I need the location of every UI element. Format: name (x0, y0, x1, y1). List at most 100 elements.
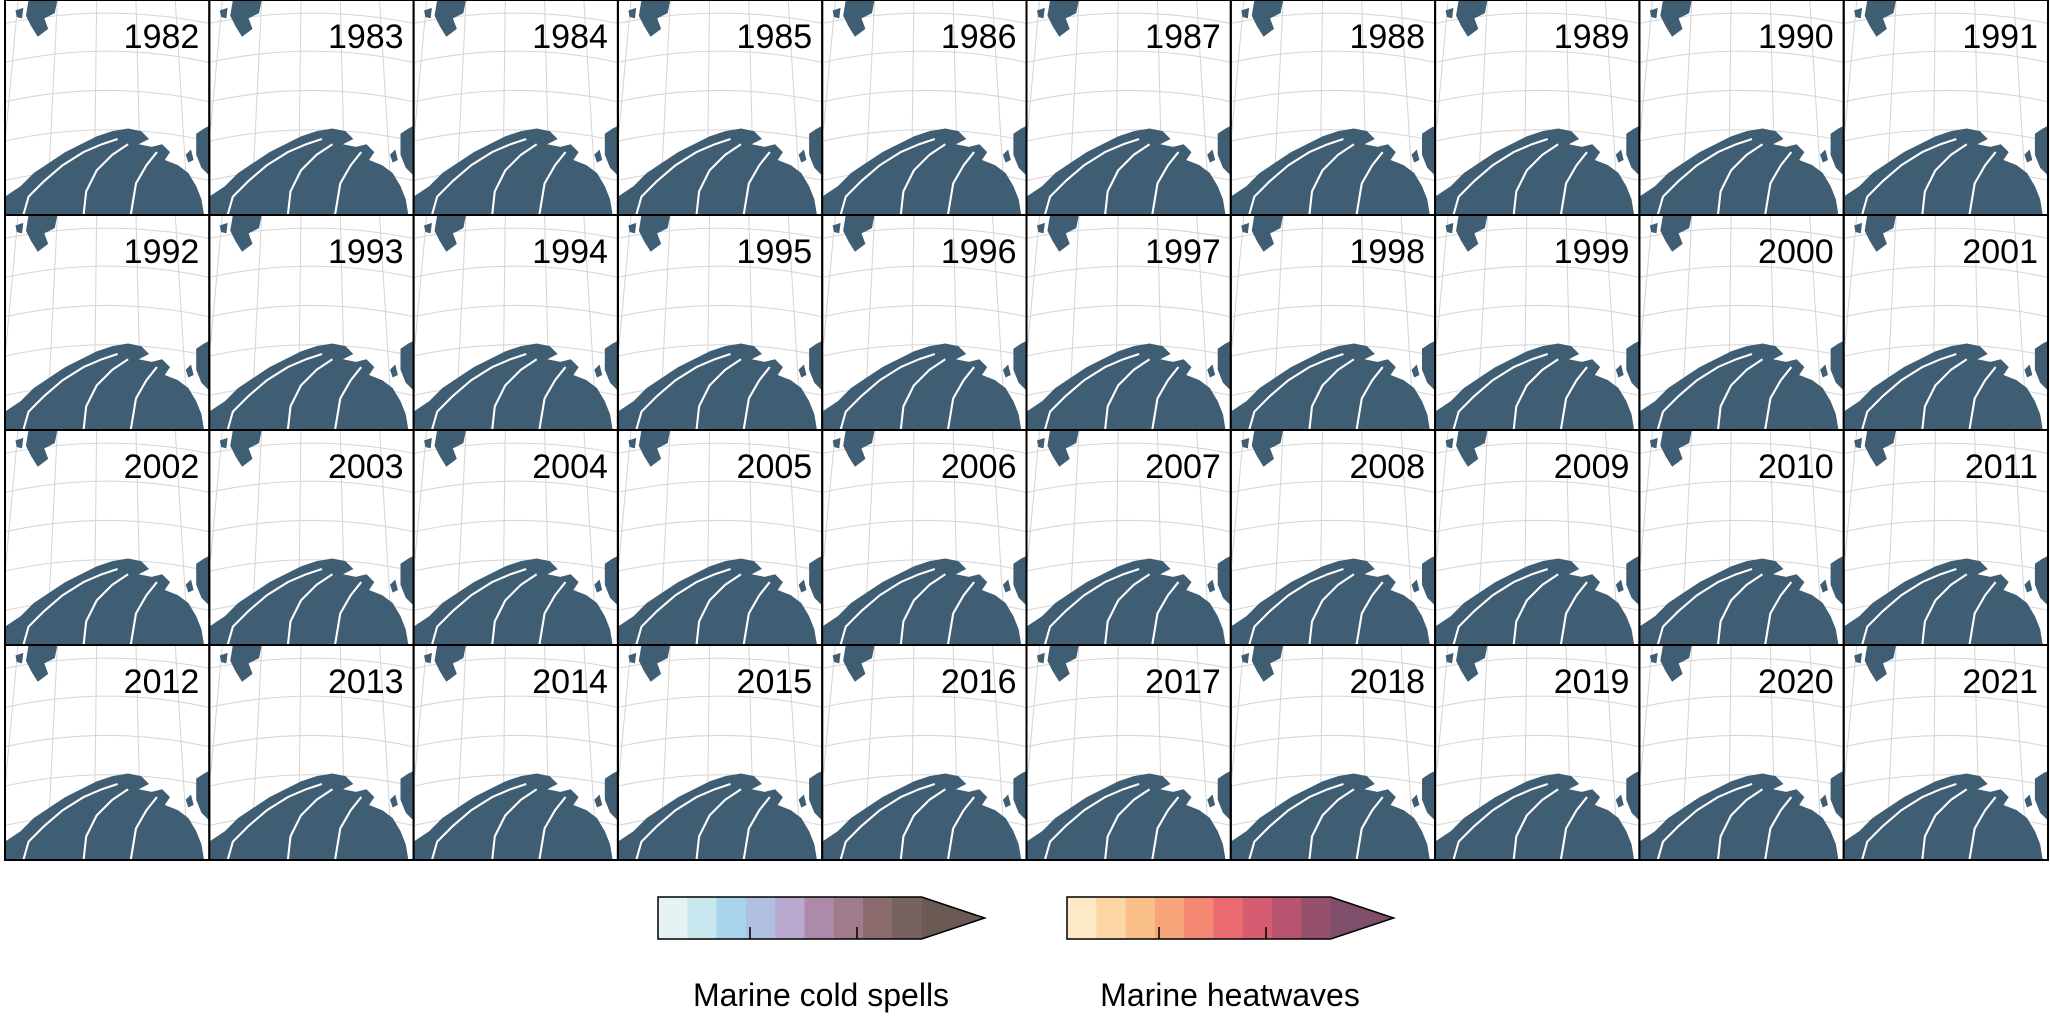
map-panel: 2016 (821, 644, 1028, 861)
map-panel: 2011 (1842, 429, 2049, 646)
map-panel: 1989 (1434, 0, 1641, 216)
year-label: 1989 (1554, 18, 1630, 56)
map-panel: 2018 (1229, 644, 1437, 861)
year-label: 1987 (1145, 18, 1221, 56)
year-label: 2017 (1145, 663, 1221, 701)
year-label: 1994 (532, 233, 608, 271)
panel-border (1842, 644, 2049, 861)
colorbar-outline (657, 896, 988, 940)
map-panel: 2019 (1434, 644, 1641, 861)
map-panel: 1998 (1229, 214, 1437, 431)
year-label: 2021 (1962, 663, 2038, 701)
year-label: 2011 (1965, 448, 2038, 486)
year-label: 2016 (941, 663, 1017, 701)
year-label: 1999 (1554, 233, 1630, 271)
map-panel: 2017 (1025, 644, 1232, 861)
colorbar: Marine heatwaves (1066, 896, 1397, 1013)
year-label: 2006 (941, 448, 1017, 486)
map-panel: 1988 (1229, 0, 1437, 216)
colorbar-bin (1067, 897, 1097, 939)
map-panel: 2001 (1842, 214, 2049, 431)
year-label: 1986 (941, 18, 1017, 56)
map-panel: 2009 (1434, 429, 1641, 646)
year-label: 1992 (124, 233, 200, 271)
colorbar-bin (658, 897, 688, 939)
map-panel: 2013 (208, 644, 415, 861)
map-panel: 2020 (1638, 644, 1845, 861)
map-panel: 2006 (821, 429, 1028, 646)
map-panel: 1993 (208, 214, 415, 431)
colorbar-bin (863, 897, 893, 939)
year-label: 1998 (1349, 233, 1425, 271)
colorbar-bin (1213, 897, 1244, 939)
year-label: 2004 (532, 448, 608, 486)
year-label: 1997 (1145, 233, 1221, 271)
map-panel: 1990 (1638, 0, 1845, 216)
year-label: 2009 (1554, 448, 1630, 486)
map-panel: 2012 (4, 644, 211, 861)
year-label: 1988 (1349, 18, 1425, 56)
colorbar-bin (1096, 897, 1127, 939)
map-panel: 2004 (412, 429, 619, 646)
colorbar-bin (892, 897, 923, 939)
year-label: 2012 (124, 663, 200, 701)
map-panel: 2008 (1229, 429, 1437, 646)
legend-label: Marine cold spells (693, 977, 949, 1013)
map-panel: 2021 (1842, 644, 2049, 861)
colorbar-bin (1272, 897, 1302, 939)
map-panel: 1984 (412, 0, 619, 216)
year-label: 1985 (737, 18, 813, 56)
colorbar-bin (1242, 897, 1273, 939)
colorbar-outline (1066, 896, 1397, 940)
map-panel: 2005 (616, 429, 824, 646)
year-label: 1991 (1962, 18, 2038, 56)
map-panel: 1992 (4, 214, 211, 431)
colorbar-extend (1330, 897, 1394, 939)
colorbar-bin (687, 897, 718, 939)
colorbar-ticks (749, 927, 1267, 939)
map-panel: 1996 (821, 214, 1028, 431)
year-label: 1983 (328, 18, 404, 56)
year-label: 2008 (1349, 448, 1425, 486)
map-panel: 2000 (1638, 214, 1845, 431)
map-panel: 1986 (821, 0, 1028, 216)
colorbar-bin (775, 897, 805, 939)
year-label: 1984 (532, 18, 608, 56)
year-label: 2019 (1554, 663, 1630, 701)
map-panel: 2002 (4, 429, 211, 646)
map-panel: 2003 (208, 429, 415, 646)
year-label: 2014 (532, 663, 608, 701)
colorbar-extend (921, 897, 985, 939)
year-label: 2000 (1758, 233, 1834, 271)
year-label: 2001 (1962, 233, 2038, 271)
year-label: 2018 (1349, 663, 1425, 701)
year-label: 1995 (737, 233, 813, 271)
map-panel: 1983 (208, 0, 415, 216)
map-panel: 1982 (4, 0, 211, 216)
colorbar-bin (1125, 897, 1156, 939)
map-panel: 2010 (1638, 429, 1845, 646)
map-panel: 1994 (412, 214, 619, 431)
year-label: 1982 (124, 18, 200, 56)
year-label: 1990 (1758, 18, 1834, 56)
map-panel: 2014 (412, 644, 619, 861)
colorbar-bin (716, 897, 747, 939)
year-label: 2005 (737, 448, 813, 486)
year-label: 2020 (1758, 663, 1834, 701)
map-panel: 2015 (616, 644, 824, 861)
map-panel: 1995 (616, 214, 824, 431)
colorbar-bin (745, 897, 776, 939)
year-label: 2002 (124, 448, 200, 486)
year-label: 2015 (737, 663, 813, 701)
year-label: 1996 (941, 233, 1017, 271)
colorbar-bin (1184, 897, 1214, 939)
map-panel: 1987 (1025, 0, 1232, 216)
map-panel: 1991 (1842, 0, 2049, 216)
map-panel: 1985 (616, 0, 824, 216)
year-label: 2013 (328, 663, 404, 701)
map-panel: 1999 (1434, 214, 1641, 431)
map-panel: 2007 (1025, 429, 1232, 646)
year-label: 2010 (1758, 448, 1834, 486)
map-panel: 1997 (1025, 214, 1232, 431)
